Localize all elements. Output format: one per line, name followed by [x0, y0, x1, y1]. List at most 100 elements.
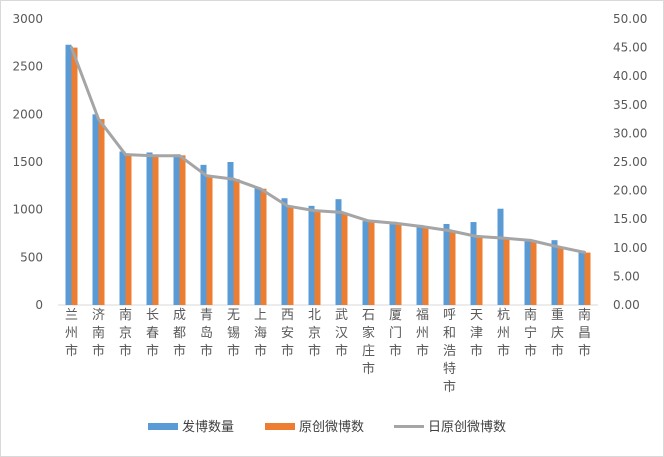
- category-label: 武汉市: [335, 308, 348, 359]
- bar-original-count: [314, 210, 321, 305]
- line-daily-original: [70, 46, 586, 254]
- bar-original-count: [368, 221, 375, 305]
- line-point: [205, 174, 208, 178]
- bar-original-count: [179, 155, 186, 305]
- bar-post-count: [389, 222, 396, 305]
- line-point: [286, 204, 289, 208]
- legend-swatch-original-count: [265, 423, 295, 430]
- line-series: [70, 46, 586, 254]
- line-point: [313, 209, 316, 213]
- bar-original-count: [287, 205, 294, 305]
- right-tick-label: 25.00: [613, 155, 647, 169]
- category-label: 成都市: [173, 308, 186, 359]
- category-label: 南昌市: [578, 307, 591, 359]
- left-tick-label: 1000: [12, 203, 43, 217]
- category-label: 杭州市: [497, 308, 510, 359]
- category-label: 无锡市: [227, 308, 240, 359]
- line-point: [232, 177, 235, 181]
- bar-original-count: [395, 223, 402, 305]
- line-point: [178, 154, 181, 158]
- bar-post-count: [92, 114, 99, 305]
- line-point: [340, 210, 343, 214]
- left-tick-label: 500: [20, 250, 43, 264]
- line-point: [367, 219, 370, 223]
- category-labels: 兰州市 济南市 南京市 长春市 成都市 青岛市 无锡市 上海市 西安市 北京市 武汉市 石家庄市 厦门市…: [65, 307, 591, 395]
- legend-label: 原创微博数: [299, 420, 364, 435]
- legend-label: 发博数量: [182, 419, 234, 435]
- bar-post-count: [497, 208, 504, 305]
- left-tick-label: 1500: [12, 155, 43, 169]
- category-label: 呼和浩特市: [443, 308, 456, 395]
- line-point: [124, 153, 127, 157]
- left-tick-label: 2500: [12, 60, 43, 74]
- bar-original-count: [503, 238, 510, 305]
- category-label: 南宁市: [524, 307, 537, 359]
- legend-swatch-post-count: [148, 423, 178, 430]
- right-tick-label: 0.00: [613, 298, 640, 312]
- category-label: 北京市: [308, 308, 321, 359]
- legend: 发博数量 原创微博数 日原创微博数: [148, 419, 506, 435]
- right-tick-label: 5.00: [613, 269, 640, 283]
- bar-post-count: [146, 152, 153, 305]
- category-label: 济南市: [92, 308, 105, 359]
- right-tick-label: 45.00: [613, 41, 647, 55]
- bar-original-count: [341, 212, 348, 305]
- line-point: [70, 46, 73, 50]
- line-point: [502, 236, 505, 240]
- bar-post-count: [551, 240, 558, 305]
- bar-original-count: [422, 226, 429, 305]
- category-label: 南京市: [119, 307, 132, 359]
- line-point: [475, 234, 478, 238]
- right-tick-label: 20.00: [613, 184, 647, 198]
- category-label: 福州市: [416, 308, 429, 359]
- bar-post-count: [227, 162, 234, 305]
- bar-post-count: [524, 241, 531, 305]
- bars: [65, 44, 591, 306]
- line-point: [529, 238, 532, 242]
- line-point: [448, 229, 451, 233]
- line-point: [259, 187, 262, 191]
- category-label: 天津市: [470, 308, 483, 359]
- bar-original-count: [584, 252, 591, 305]
- bar-original-count: [125, 154, 132, 305]
- category-label: 青岛市: [200, 308, 213, 359]
- left-tick-label: 0: [35, 298, 43, 312]
- bar-post-count: [416, 224, 423, 305]
- line-point: [421, 225, 424, 229]
- legend-label: 日原创微博数: [428, 420, 506, 435]
- line-point: [583, 250, 586, 254]
- bar-post-count: [308, 205, 315, 305]
- bar-original-count: [557, 246, 564, 305]
- right-tick-label: 50.00: [613, 12, 647, 26]
- bar-post-count: [173, 154, 180, 305]
- bar-original-count: [98, 119, 105, 305]
- bar-post-count: [119, 151, 126, 305]
- bar-original-count: [260, 188, 267, 305]
- right-tick-label: 40.00: [613, 69, 647, 83]
- line-point: [556, 245, 559, 249]
- category-label: 兰州市: [65, 308, 78, 359]
- bar-post-count: [281, 198, 288, 305]
- bar-post-count: [200, 164, 207, 305]
- category-label: 石家庄市: [362, 308, 375, 377]
- line-point: [97, 117, 100, 121]
- bar-post-count: [335, 199, 342, 305]
- bar-original-count: [152, 155, 159, 305]
- category-label: 上海市: [254, 308, 267, 359]
- right-axis-ticks: 0.00 5.00 10.00 15.00 20.00 25.00 30.00 35.00 40…: [613, 12, 647, 312]
- bar-original-count: [476, 236, 483, 305]
- category-label: 重庆市: [551, 307, 564, 359]
- bar-original-count: [449, 230, 456, 305]
- line-point: [151, 154, 154, 158]
- right-tick-label: 10.00: [613, 241, 647, 255]
- category-label: 厦门市: [389, 308, 402, 359]
- left-tick-label: 2000: [12, 107, 43, 121]
- right-tick-label: 15.00: [613, 212, 647, 226]
- category-label: 西安市: [281, 308, 294, 359]
- bar-post-count: [254, 187, 261, 305]
- bar-original-count: [233, 179, 240, 305]
- bar-original-count: [206, 175, 213, 305]
- category-label: 长春市: [146, 308, 159, 359]
